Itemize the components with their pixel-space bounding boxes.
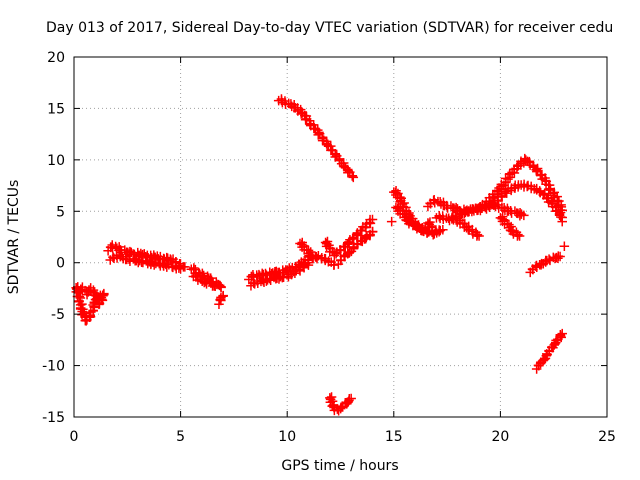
series-isolated <box>386 216 570 252</box>
y-tick-label: -5 <box>51 307 65 323</box>
data-point <box>84 311 95 322</box>
series-arc-high-noon <box>273 94 359 183</box>
series-arc-afternoon-6 <box>487 198 529 221</box>
y-tick-label: 0 <box>56 256 65 272</box>
data-point <box>348 244 358 254</box>
data-point <box>296 109 306 119</box>
x-axis-label: GPS time / hours <box>281 458 398 474</box>
x-tick-label: 20 <box>491 429 509 445</box>
series-arc-afternoon-5 <box>448 213 484 241</box>
data-point <box>524 156 535 167</box>
series-arc-morning-2 <box>105 250 186 274</box>
y-axis-label: SDTVAR / TECUs <box>6 180 22 295</box>
series-arc-midday-2 <box>246 257 314 291</box>
series-arc-rise-2 <box>320 214 378 261</box>
x-tick-label: 25 <box>598 429 616 445</box>
data-point <box>300 115 311 125</box>
series-arc-afternoon-2 <box>391 201 433 238</box>
data-point <box>174 263 184 273</box>
data-point <box>434 226 444 237</box>
series-arc-dip <box>214 290 228 309</box>
data-point <box>149 260 159 270</box>
chart-title: Day 013 of 2017, Sidereal Day-to-day VTE… <box>46 20 613 36</box>
data-point <box>77 299 87 309</box>
plot-frame <box>73 56 608 418</box>
y-tick-label: 5 <box>56 204 65 220</box>
series-arc-rise-3 <box>333 226 378 269</box>
data-point <box>343 238 354 248</box>
series-arc-late-morning-2 <box>188 270 226 293</box>
data-point <box>386 216 397 227</box>
x-tick-label: 0 <box>70 429 79 445</box>
data-point <box>348 172 359 183</box>
data-point <box>557 328 567 339</box>
data-point <box>519 210 529 221</box>
data-point <box>347 233 358 244</box>
y-tick-label: -10 <box>42 359 65 375</box>
series-arc-afternoon-8 <box>423 217 448 238</box>
y-tick-label: -15 <box>42 410 65 426</box>
data-point <box>311 251 322 262</box>
data-point <box>367 214 378 225</box>
data-point <box>303 257 314 268</box>
y-tick-label: 15 <box>47 101 65 117</box>
data-point <box>347 171 357 181</box>
data-point <box>423 227 433 237</box>
series-arc-afternoon-7 <box>495 212 525 241</box>
series-arc-early-low-2 <box>73 282 109 310</box>
grid <box>74 57 607 417</box>
data-point <box>216 282 226 293</box>
data-point <box>540 188 550 199</box>
series-arc-deep <box>325 392 356 416</box>
series-arc-rise <box>295 237 322 264</box>
data-point <box>367 227 378 237</box>
series-arc-evening-low <box>531 328 567 374</box>
data-point <box>214 299 224 309</box>
data-point <box>99 289 109 300</box>
series-arc-evening <box>525 251 565 278</box>
data-point <box>555 251 565 262</box>
data-point <box>559 241 570 252</box>
data-point <box>218 290 228 301</box>
data-point <box>312 253 322 264</box>
data-point <box>346 393 356 404</box>
y-tick-label: 10 <box>47 153 65 169</box>
x-tick-label: 15 <box>385 429 403 445</box>
data-point <box>557 216 567 227</box>
x-tick-label: 5 <box>176 429 185 445</box>
data-point <box>514 231 525 241</box>
data-point <box>555 329 566 340</box>
y-tick-label: 20 <box>47 50 65 66</box>
data-points <box>71 94 570 416</box>
data-point <box>438 225 448 235</box>
data-point <box>175 264 186 274</box>
axis-ticks: 0 5 10 15 20 25 -15 -10 -5 0 5 10 15 20 <box>42 50 616 445</box>
data-point <box>474 231 484 241</box>
x-tick-label: 10 <box>278 429 296 445</box>
